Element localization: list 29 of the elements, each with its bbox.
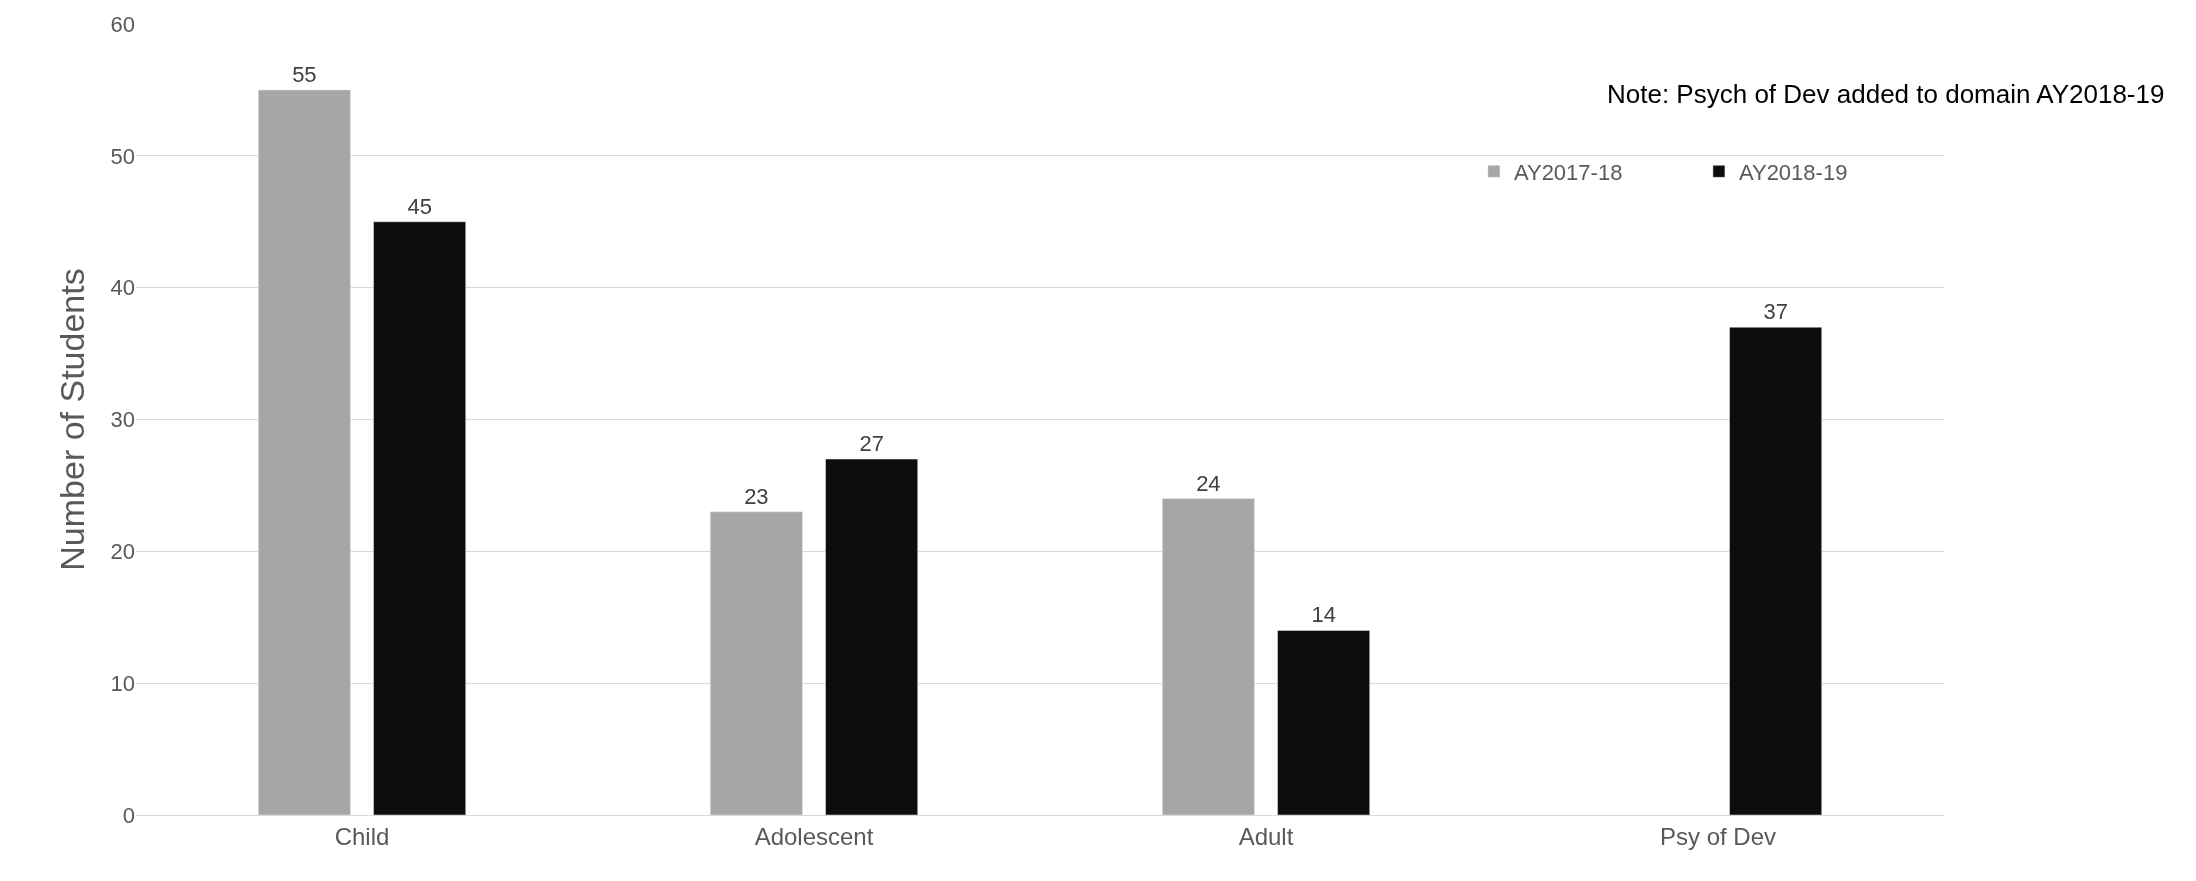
data-label: 27 bbox=[859, 431, 884, 457]
bar bbox=[258, 89, 351, 815]
y-tick-label: 40 bbox=[110, 275, 135, 301]
data-label: 14 bbox=[1311, 602, 1336, 628]
data-label: 24 bbox=[1196, 470, 1221, 496]
data-label: 45 bbox=[407, 193, 432, 219]
x-tick-label: Child bbox=[334, 822, 390, 850]
y-tick-label: 10 bbox=[110, 670, 135, 696]
bar bbox=[1729, 326, 1822, 815]
bar bbox=[1277, 630, 1370, 815]
data-label: 37 bbox=[1763, 299, 1788, 325]
legend-label: AY2018-19 bbox=[1738, 159, 1848, 185]
x-tick-label: Adolescent bbox=[754, 822, 874, 850]
x-tick-label: Adult bbox=[1238, 822, 1294, 850]
y-tick-label: 60 bbox=[110, 11, 135, 37]
data-label: 55 bbox=[292, 61, 317, 87]
bar bbox=[710, 511, 803, 815]
bar bbox=[1162, 498, 1255, 815]
annotation: Note: Psych of Dev added to domain AY2018-19 bbox=[1607, 79, 2165, 109]
y-tick-label: 0 bbox=[122, 802, 135, 828]
data-label: 23 bbox=[744, 483, 769, 509]
bar bbox=[825, 458, 918, 815]
y-tick-label: 30 bbox=[110, 407, 135, 433]
legend-label: AY2017-18 bbox=[1513, 159, 1623, 185]
y-axis-title: Number of Students bbox=[53, 268, 92, 571]
bar bbox=[373, 221, 466, 815]
x-tick-label: Psy of Dev bbox=[1659, 822, 1777, 850]
y-tick-label: 50 bbox=[110, 143, 135, 169]
y-tick-label: 20 bbox=[110, 539, 135, 565]
